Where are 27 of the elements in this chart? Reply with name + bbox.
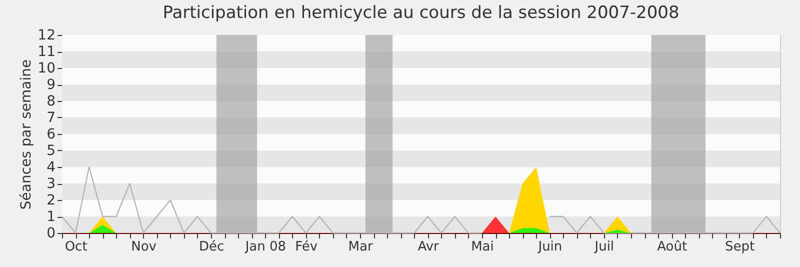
x-tick-label: Mar bbox=[348, 240, 374, 254]
y-tick-label: 12 bbox=[38, 28, 56, 44]
chart-title: Participation en hemicycle au cours de la session 2007-2008 bbox=[162, 3, 680, 23]
x-tick-label: Jan 08 bbox=[244, 240, 286, 254]
x-tick-label: Fév bbox=[295, 240, 318, 254]
x-tick-label: Juin bbox=[537, 240, 562, 254]
x-tick-label: Oct bbox=[64, 240, 88, 254]
x-tick-label: Avr bbox=[418, 240, 440, 254]
y-tick-label: 8 bbox=[46, 94, 56, 110]
x-tick-label: Sept bbox=[725, 240, 755, 254]
y-tick-label: 5 bbox=[46, 143, 56, 159]
y-tick-label: 11 bbox=[38, 44, 56, 60]
y-tick-label: 1 bbox=[46, 209, 56, 225]
x-tick-label: Nov bbox=[131, 240, 157, 254]
x-tick-label: Déc bbox=[198, 240, 224, 254]
x-tick-label: Juil bbox=[594, 240, 614, 254]
y-tick-label: 10 bbox=[38, 60, 56, 76]
y-tick-label: 6 bbox=[46, 126, 56, 142]
y-tick-label: 0 bbox=[46, 226, 56, 242]
y-tick-label: 4 bbox=[46, 160, 56, 176]
y-tick-label: 3 bbox=[46, 176, 56, 192]
y-tick-label: 9 bbox=[46, 77, 56, 93]
y-tick-label: 7 bbox=[46, 110, 56, 126]
x-tick-label: Août bbox=[657, 240, 688, 254]
y-axis-title: Séances par semaine bbox=[18, 59, 35, 210]
y-tick-label: 2 bbox=[46, 192, 56, 208]
x-tick-label: Mai bbox=[471, 240, 494, 254]
